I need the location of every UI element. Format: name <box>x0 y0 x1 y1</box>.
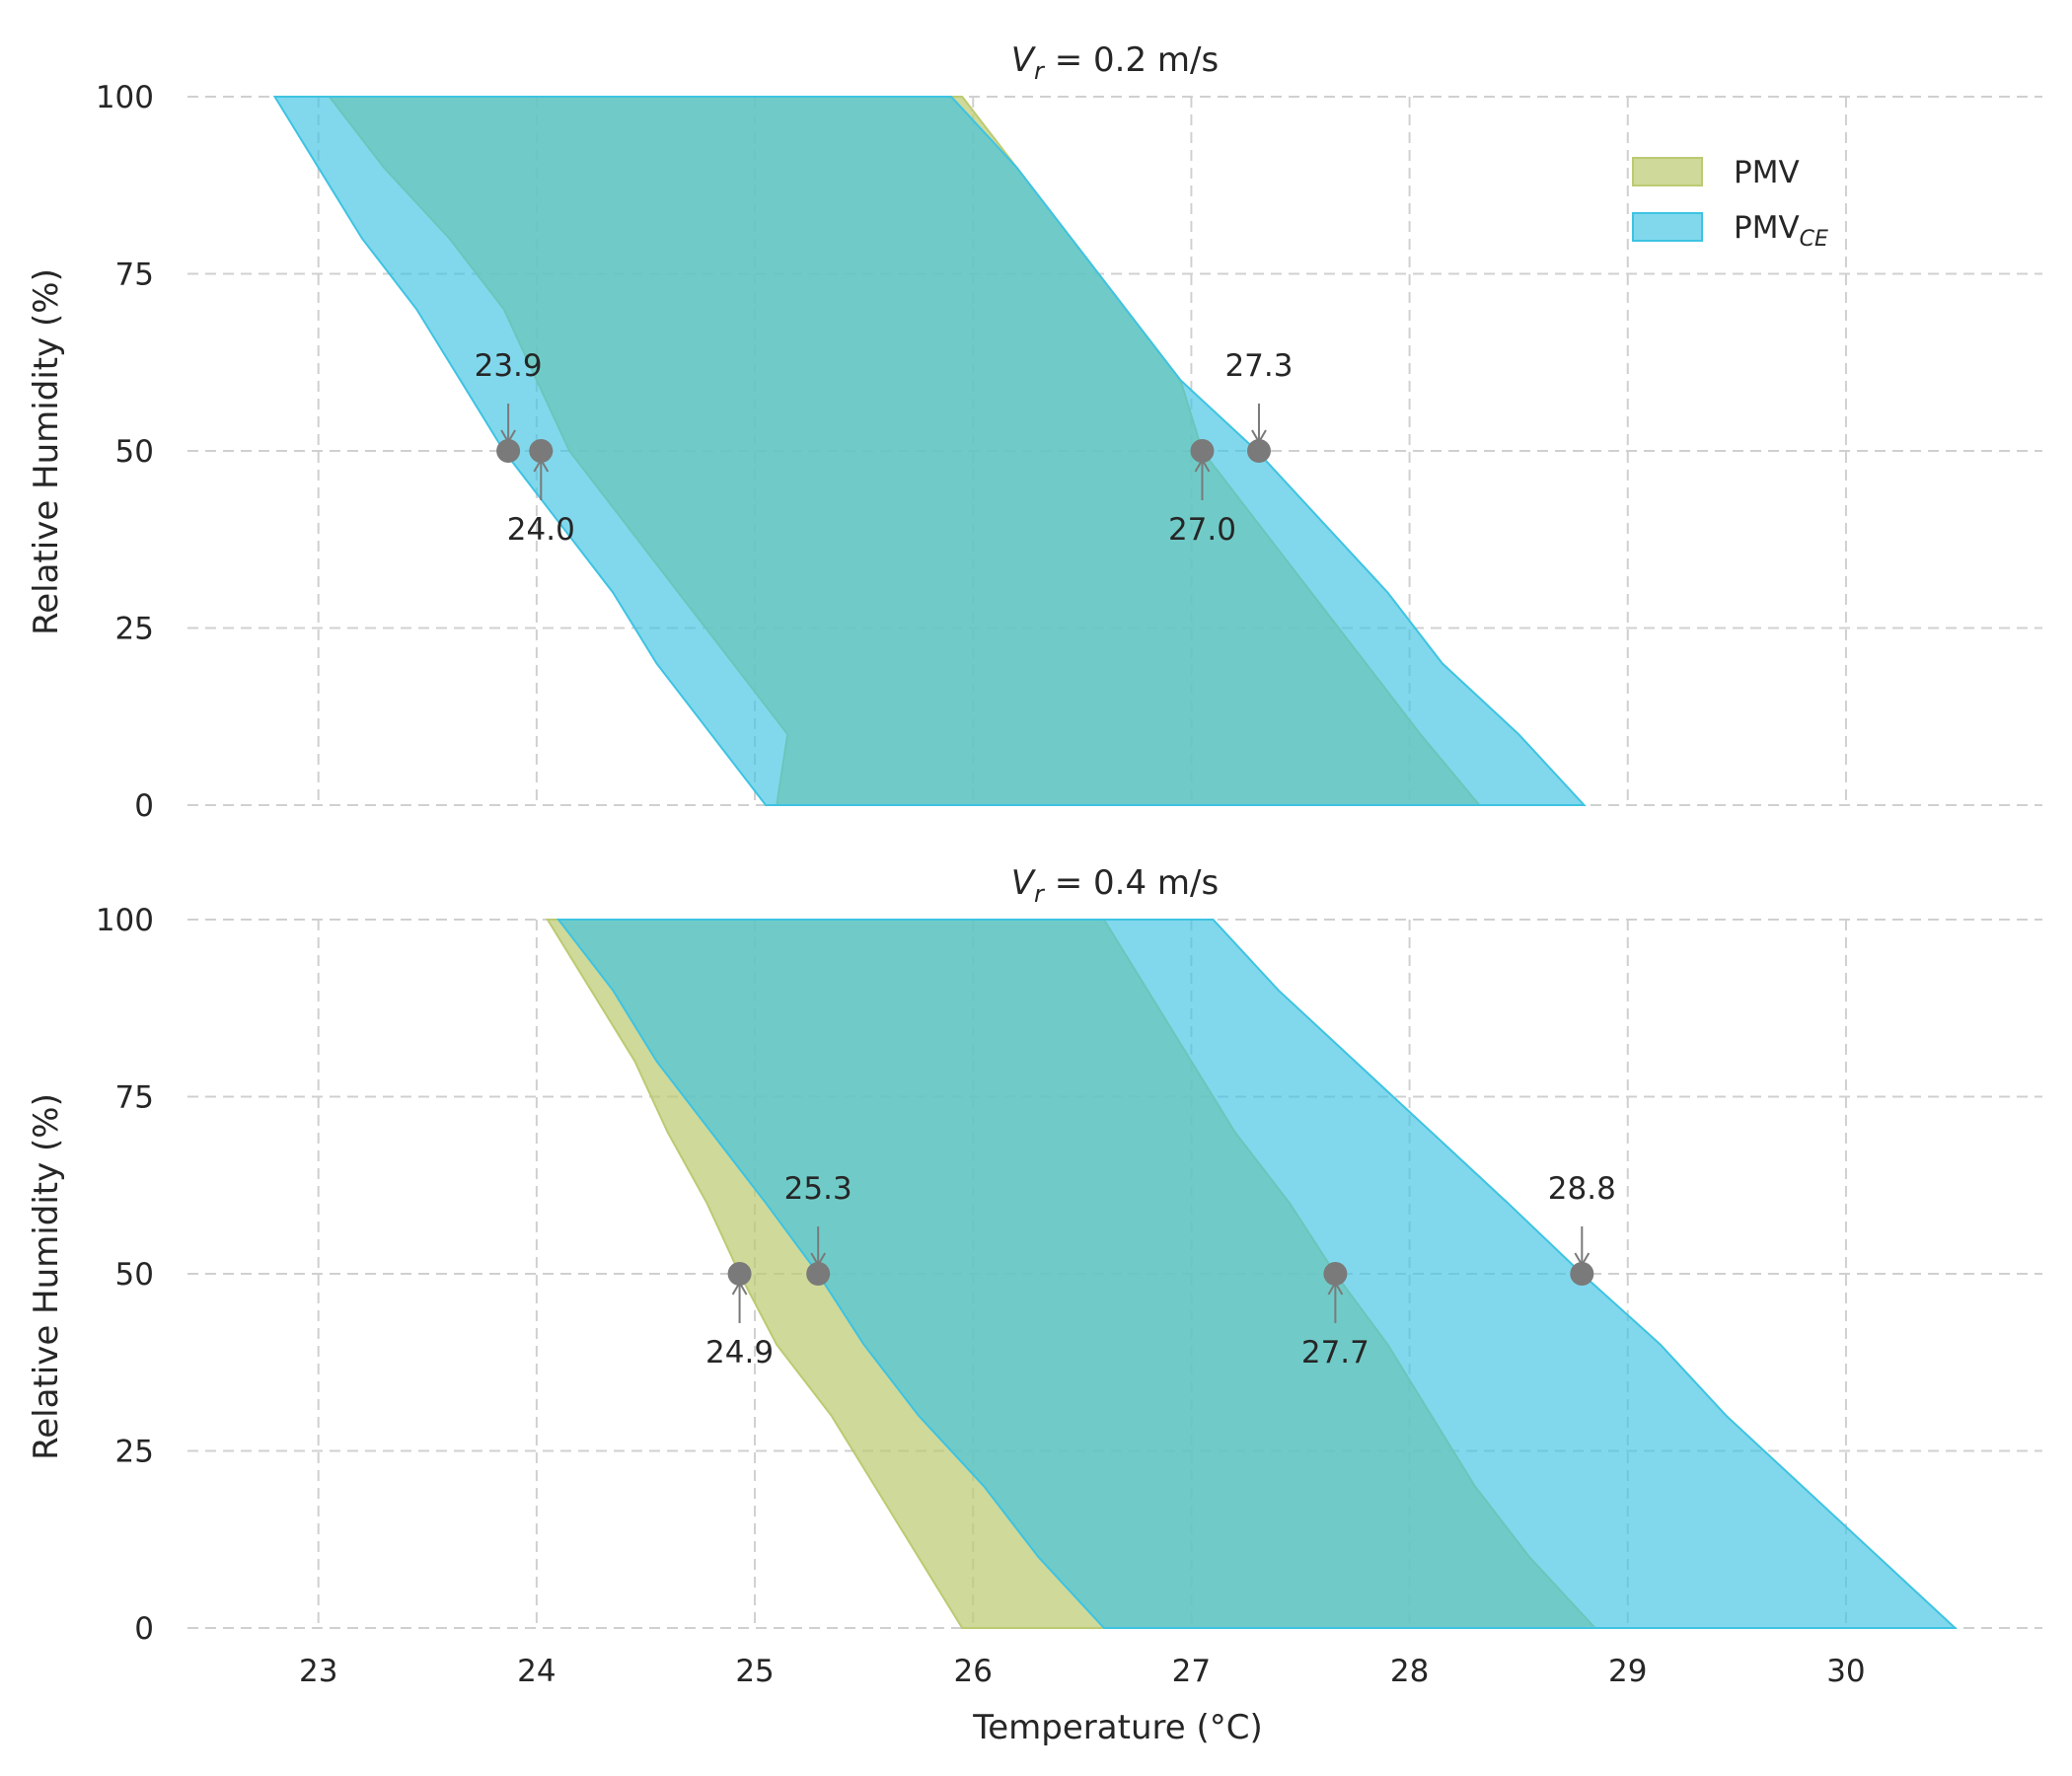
annotation-marker <box>1323 1262 1348 1286</box>
annotation-marker <box>529 439 554 463</box>
annotation-marker <box>806 1262 831 1286</box>
annotation-label: 27.7 <box>1301 1335 1369 1370</box>
x-tick-label: 30 <box>1826 1654 1865 1689</box>
legend-label-pmv_ce: PMVCE <box>1734 210 1828 252</box>
x-tick-label: 23 <box>299 1654 337 1689</box>
area-pmv_ce <box>555 919 1959 1629</box>
legend-label-pmv: PMV <box>1734 155 1800 190</box>
x-axis-label: Temperature (°C) <box>972 1708 1262 1747</box>
y-axis-label-bottom: Relative Humidity (%) <box>27 1093 66 1460</box>
annotation-label: 28.8 <box>1548 1171 1616 1207</box>
x-tick-label: 25 <box>735 1654 774 1689</box>
x-tick-label: 24 <box>517 1654 555 1689</box>
legend: PMV PMVCE <box>1632 155 1828 252</box>
annotation-marker <box>727 1262 752 1286</box>
panel-vr-0-4: 0 25 50 75 100 23 24 25 26 27 28 29 30 24.9 25.3 27.7 28… <box>96 863 2042 1689</box>
annotation-label: 23.9 <box>475 348 543 384</box>
x-tick-label: 27 <box>1172 1654 1211 1689</box>
panel-vr-0-2: 0 25 50 75 100 23.9 24.0 27.0 27.3 Vr = 0.2 m/s <box>96 40 2042 824</box>
annotation-marker <box>1246 439 1271 463</box>
y-tick-label: 75 <box>115 1080 154 1116</box>
legend-swatch-pmv <box>1632 157 1703 186</box>
y-tick-label: 0 <box>134 1611 154 1647</box>
y-tick-label: 100 <box>96 903 154 938</box>
annotation-label: 27.3 <box>1224 348 1293 384</box>
annotation-marker <box>496 439 521 463</box>
x-tick-label: 26 <box>954 1654 993 1689</box>
annotation-label: 27.0 <box>1168 512 1236 548</box>
legend-swatch-pmv_ce <box>1632 212 1703 242</box>
area-pmv_ce <box>272 96 1587 806</box>
x-tick-label: 29 <box>1608 1654 1647 1689</box>
annotation-marker <box>1190 439 1215 463</box>
annotation-marker <box>1570 1262 1594 1286</box>
y-tick-label: 25 <box>115 612 154 647</box>
y-tick-label: 50 <box>115 1257 154 1293</box>
y-tick-label: 0 <box>134 788 154 824</box>
panel-title: Vr = 0.2 m/s <box>1011 40 1219 85</box>
annotation-label: 24.9 <box>705 1335 774 1370</box>
y-tick-label: 75 <box>115 258 154 293</box>
x-tick-label: 28 <box>1390 1654 1429 1689</box>
y-tick-label: 100 <box>96 80 154 115</box>
panel-title: Vr = 0.4 m/s <box>1011 863 1219 908</box>
y-tick-label: 25 <box>115 1435 154 1470</box>
y-tick-label: 50 <box>115 434 154 470</box>
annotation-label: 24.0 <box>507 512 575 548</box>
y-axis-label-top: Relative Humidity (%) <box>27 268 66 635</box>
annotation-label: 25.3 <box>784 1171 852 1207</box>
